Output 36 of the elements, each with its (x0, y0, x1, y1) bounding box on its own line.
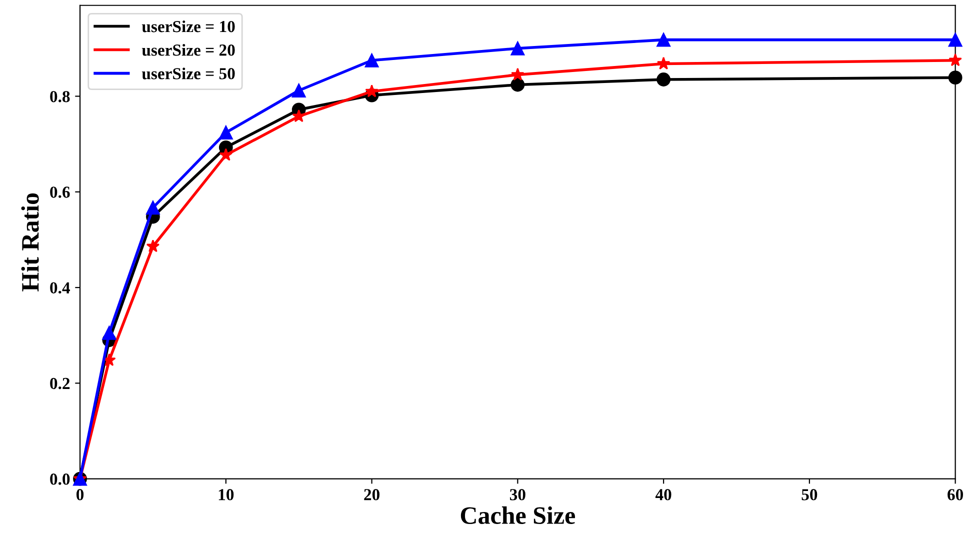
x-tick-label: 60 (948, 489, 964, 500)
y-tick-label: 0.8 (50, 90, 70, 102)
x-tick-label: 0 (76, 489, 84, 500)
legend-label: userSize = 10 (142, 20, 235, 32)
point (364, 53, 379, 68)
point (656, 56, 670, 70)
point (510, 78, 525, 92)
x-tick-label: 20 (364, 489, 380, 500)
point (102, 353, 116, 366)
x-axis-title: Cache Size (460, 506, 575, 524)
y-tick-label: 0.2 (50, 378, 70, 390)
point (292, 109, 306, 122)
point (219, 148, 233, 161)
x-tick-label: 50 (802, 489, 818, 500)
y-tick-label: 0.6 (50, 186, 70, 198)
y-tick-label: 0.0 (50, 474, 70, 485)
point (146, 239, 160, 252)
point (365, 84, 378, 98)
point (146, 200, 160, 215)
point (948, 70, 962, 85)
legend-label: userSize = 20 (142, 44, 235, 56)
point (102, 326, 116, 340)
x-tick-label: 30 (510, 489, 526, 500)
x-tick-label: 10 (218, 489, 234, 500)
y-axis-title: Hit Ratio (21, 193, 39, 292)
point (510, 41, 525, 56)
point (948, 53, 962, 66)
point (218, 126, 233, 140)
point (656, 32, 670, 47)
x-tick-label: 40 (655, 489, 672, 500)
point (656, 72, 670, 86)
point (948, 32, 962, 47)
legend-label: userSize = 50 (142, 68, 235, 80)
point (511, 68, 524, 80)
point (292, 84, 306, 98)
y-tick-label: 0.4 (50, 282, 70, 294)
